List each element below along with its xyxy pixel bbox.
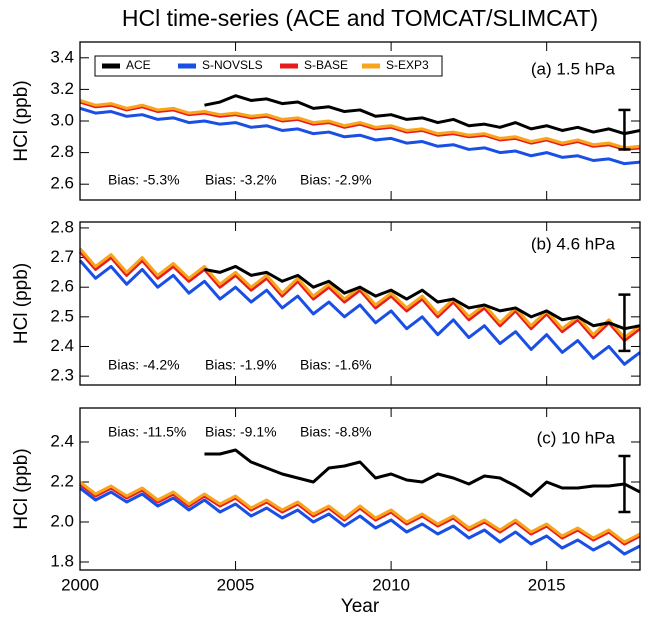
x-tick-label: 2005 xyxy=(217,575,255,594)
series-line xyxy=(204,448,641,498)
y-tick-label: 2.5 xyxy=(50,306,74,325)
y-tick-label: 2.3 xyxy=(50,366,74,385)
bias-label: Bias: -11.5% xyxy=(108,424,186,440)
bias-label: Bias: -3.2% xyxy=(205,172,277,188)
panel-title: (c) 10 hPa xyxy=(537,428,616,447)
y-axis-label: HCl (ppb) xyxy=(11,80,32,161)
series-line xyxy=(79,99,641,150)
x-tick-label: 2000 xyxy=(61,575,99,594)
bias-label: Bias: -9.1% xyxy=(205,424,277,440)
series-line xyxy=(79,482,641,546)
bias-label: Bias: -4.2% xyxy=(108,357,180,373)
y-tick-label: 3.2 xyxy=(50,79,74,98)
y-axis-label: HCl (ppb) xyxy=(11,448,32,529)
plot-frame xyxy=(79,41,641,201)
y-tick-label: 2.8 xyxy=(50,217,74,236)
y-tick-label: 2.6 xyxy=(50,277,74,296)
y-axis-label: HCl (ppb) xyxy=(11,263,32,344)
bias-label: Bias: -1.6% xyxy=(300,357,372,373)
panel-title: (b) 4.6 hPa xyxy=(531,234,616,253)
y-tick-label: 2.7 xyxy=(50,247,74,266)
series-line xyxy=(78,250,641,343)
legend-label: S-BASE xyxy=(304,58,348,72)
panel-title: (a) 1.5 hPa xyxy=(531,59,616,78)
figure-title: HCl time-series (ACE and TOMCAT/SLIMCAT) xyxy=(122,5,598,31)
series-line xyxy=(79,106,641,166)
y-tick-label: 2.6 xyxy=(50,174,74,193)
y-tick-label: 3.0 xyxy=(50,110,74,129)
series-line xyxy=(79,100,641,151)
plot-frame xyxy=(79,407,641,571)
bias-label: Bias: -8.8% xyxy=(300,424,372,440)
bias-label: Bias: -5.3% xyxy=(108,172,180,188)
series-line xyxy=(79,486,641,556)
bias-label: Bias: -1.9% xyxy=(205,357,277,373)
y-tick-label: 1.8 xyxy=(50,551,74,570)
y-tick-label: 2.2 xyxy=(50,471,74,490)
y-tick-label: 2.0 xyxy=(50,511,74,530)
legend-box xyxy=(94,55,443,77)
x-tick-label: 2015 xyxy=(528,575,566,594)
y-tick-label: 3.4 xyxy=(50,47,74,66)
series-line xyxy=(78,259,641,366)
y-tick-label: 2.4 xyxy=(50,336,74,355)
legend-label: ACE xyxy=(126,58,151,72)
x-tick-label: 2010 xyxy=(372,575,410,594)
plot-frame xyxy=(79,221,641,386)
series-line xyxy=(204,264,641,331)
series-line xyxy=(79,480,641,544)
series-line xyxy=(204,94,641,136)
legend-label: S-EXP3 xyxy=(386,58,429,72)
bias-label: Bias: -2.9% xyxy=(300,172,372,188)
legend-label: S-NOVSLS xyxy=(202,58,263,72)
y-tick-label: 2.8 xyxy=(50,142,74,161)
x-axis-label: Year xyxy=(341,596,380,617)
y-tick-label: 2.4 xyxy=(50,431,74,450)
